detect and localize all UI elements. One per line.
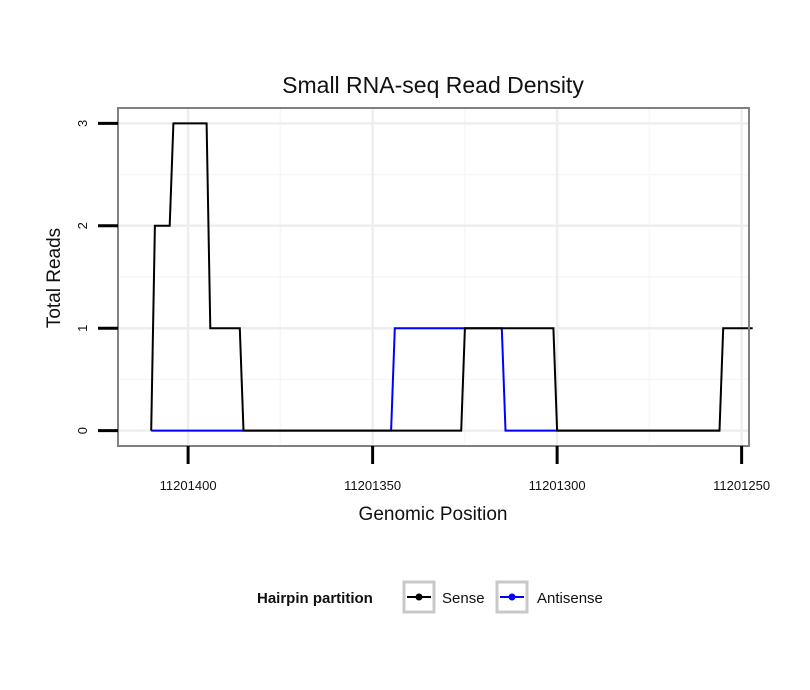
x-axis: 11201400 11201350 11201300 11201250 [160,446,770,493]
legend-label-sense: Sense [442,590,485,607]
legend-item-sense: Sense [402,580,485,614]
x-tick-label: 11201250 [713,478,770,493]
chart-title: Small RNA-seq Read Density [282,72,584,98]
y-tick-label: 2 [75,222,90,229]
legend-dot-sense [415,593,423,601]
x-tick-label: 11201350 [344,478,401,493]
x-tick-label: 11201400 [160,478,217,493]
x-axis-title: Genomic Position [359,504,508,525]
y-axis: 0 1 2 3 [75,120,118,434]
plot-border [117,107,750,447]
legend: Hairpin partition Sense Antisense [257,580,603,614]
series-line-sense [150,122,753,432]
legend-item-antisense: Antisense [495,580,603,614]
y-axis-title: Total Reads [44,228,65,328]
legend-label-antisense: Antisense [537,590,603,607]
y-tick-label: 1 [75,325,90,332]
y-tick-label: 3 [75,120,90,127]
series-layer [150,122,753,432]
legend-key-antisense [495,580,529,614]
y-tick-label: 0 [75,427,90,434]
legend-dot-antisense [508,593,516,601]
x-tick-label: 11201300 [529,478,586,493]
legend-title: Hairpin partition [257,590,373,607]
